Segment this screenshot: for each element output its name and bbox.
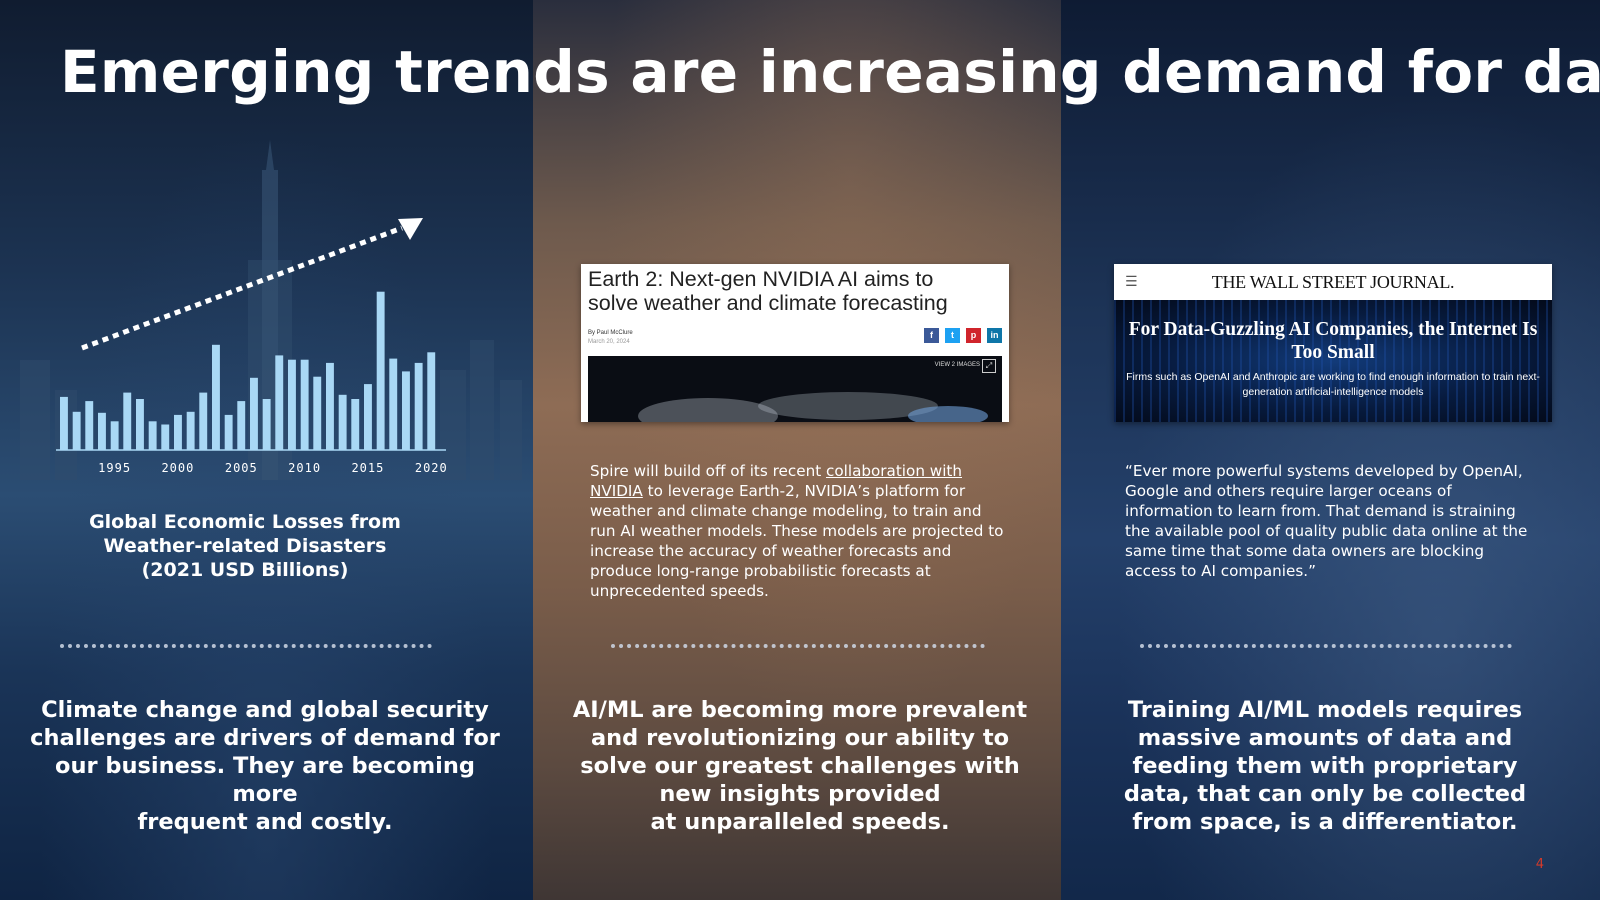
wsj-subhead: Firms such as OpenAI and Anthropic are w… <box>1126 371 1540 398</box>
summary-line: Climate change and global security <box>41 697 489 723</box>
expand-icon[interactable]: ⤢ <box>982 359 996 373</box>
menu-icon[interactable]: ☰ <box>1125 274 1138 290</box>
summary-line: feeding them with proprietary <box>1132 753 1518 779</box>
chart-bar <box>123 392 132 450</box>
chart-tick-label: 2005 <box>225 461 258 475</box>
chart-bar <box>364 384 372 450</box>
chart-tick-label: 1995 <box>98 461 131 475</box>
page-number: 4 <box>1535 857 1544 872</box>
chart-bar <box>376 291 385 450</box>
article-headline: Earth 2: Next-gen NVIDIA AI aims to solv… <box>588 267 948 315</box>
body-text-start: Spire will build off of its recent <box>590 462 826 480</box>
view-images-label: VIEW 2 IMAGES <box>934 362 980 368</box>
summary-line: from space, is a differentiator. <box>1132 809 1518 835</box>
summary-line: challenges are drivers of demand for <box>30 725 500 751</box>
chart-tick-label: 2000 <box>161 461 194 475</box>
wsj-headline[interactable]: For Data-Guzzling AI Companies, the Inte… <box>1128 319 1538 363</box>
summary-line: at unparalleled speeds. <box>650 809 950 835</box>
summary-line: our business. They are becoming more <box>54 753 476 807</box>
chart-bar <box>224 414 233 450</box>
chart-bar <box>72 411 81 451</box>
chart-bar <box>85 401 94 450</box>
chart-bar <box>427 352 436 451</box>
slide-title: Emerging trends are increasing demand fo… <box>60 38 1600 106</box>
summary-line: AI/ML are becoming more prevalent <box>572 697 1028 723</box>
wsj-masthead: ☰ THE WALL STREET JOURNAL. <box>1114 264 1552 300</box>
chart-bar <box>186 411 195 451</box>
nvidia-article-card[interactable]: Earth 2: Next-gen NVIDIA AI aims to solv… <box>581 264 1009 422</box>
dotted-divider <box>611 644 985 648</box>
facebook-icon[interactable]: f <box>924 328 939 343</box>
byline-date: March 20, 2024 <box>588 339 630 345</box>
twitter-icon[interactable]: t <box>945 328 960 343</box>
headline-line: solve weather and climate forecasting <box>588 291 948 315</box>
nvidia-description: Spire will build off of its recent colla… <box>590 461 1010 601</box>
body-text-end: to leverage Earth-2, NVIDIA’s platform f… <box>590 482 1004 600</box>
summary-line: Training AI/ML models requires <box>1127 697 1523 723</box>
column-data <box>1061 0 1600 900</box>
summary-line: new insights provided <box>659 781 941 807</box>
summary-line: data, that can only be collected <box>1123 781 1527 807</box>
chart-bar <box>148 421 157 450</box>
publication-name: THE WALL STREET JOURNAL. <box>1211 272 1455 292</box>
chart-caption: Global Economic Losses from Weather-rela… <box>60 510 430 582</box>
chart-caption-line: (2021 USD Billions) <box>141 559 349 581</box>
chart-bar <box>262 399 271 450</box>
dotted-divider <box>60 644 432 648</box>
chart-bar <box>250 377 258 451</box>
chart-tick-label: 2015 <box>351 461 384 475</box>
chart-bar <box>136 399 144 450</box>
chart-bar <box>98 412 106 450</box>
headline-line: Earth 2: Next-gen NVIDIA AI aims to <box>588 267 934 291</box>
chart-bar <box>161 424 170 450</box>
chart-bar <box>212 344 220 450</box>
flipboard-icon[interactable]: p <box>966 328 981 343</box>
summary-line: solve our greatest challenges with <box>580 753 1020 779</box>
climate-summary: Climate change and global security chall… <box>30 696 500 836</box>
dotted-divider <box>1140 644 1512 648</box>
summary-line: massive amounts of data and <box>1137 725 1513 751</box>
chart-bar <box>60 396 68 450</box>
linkedin-icon[interactable]: in <box>987 328 1002 343</box>
chart-bar <box>414 362 423 450</box>
wsj-hero: For Data-Guzzling AI Companies, the Inte… <box>1114 300 1552 422</box>
chart-bar <box>300 359 309 450</box>
chart-bar <box>110 421 119 450</box>
chart-bar <box>313 376 322 450</box>
chart-bar <box>326 362 334 450</box>
chart-bar <box>174 414 182 450</box>
chart-tick-label: 2010 <box>288 461 321 475</box>
chart-caption-line: Global Economic Losses from <box>89 511 401 533</box>
chart-bar <box>237 401 246 450</box>
trend-arrow-line <box>81 225 403 351</box>
column-ai-ml <box>533 0 1061 900</box>
ai-ml-summary: AI/ML are becoming more prevalent and re… <box>560 696 1040 836</box>
chart-bar <box>389 358 398 450</box>
wsj-article-card[interactable]: ☰ THE WALL STREET JOURNAL. For Data-Guzz… <box>1114 264 1552 422</box>
earth-image[interactable]: VIEW 2 IMAGES ⤢ <box>588 356 1002 422</box>
chart-bar <box>351 399 360 450</box>
chart-bar <box>288 359 296 450</box>
losses-bar-chart: 1995 2000 2005 2010 2015 2020 <box>56 218 448 475</box>
city-skyline-image <box>20 140 522 480</box>
chart-tick-label: 2020 <box>415 461 448 475</box>
chart-bar <box>275 355 284 450</box>
summary-line: frequent and costly. <box>137 809 393 835</box>
byline-author: By Paul McClure <box>588 330 633 336</box>
trend-arrow-head-icon <box>398 218 423 240</box>
chart-caption-line: Weather-related Disasters <box>103 535 387 557</box>
data-summary: Training AI/ML models requires massive a… <box>1080 696 1570 836</box>
chart-bar <box>199 392 208 450</box>
chart-bar <box>338 394 347 451</box>
wsj-quote: “Ever more powerful systems developed by… <box>1125 462 1528 580</box>
chart-bar <box>402 371 410 450</box>
collaboration-link[interactable]: collaboration with NVIDIA <box>590 462 962 500</box>
earth-globe-graphic <box>625 358 988 422</box>
summary-line: and revolutionizing our ability to <box>590 725 1010 751</box>
article-byline: By Paul McClure March 20, 2024 <box>588 329 633 347</box>
